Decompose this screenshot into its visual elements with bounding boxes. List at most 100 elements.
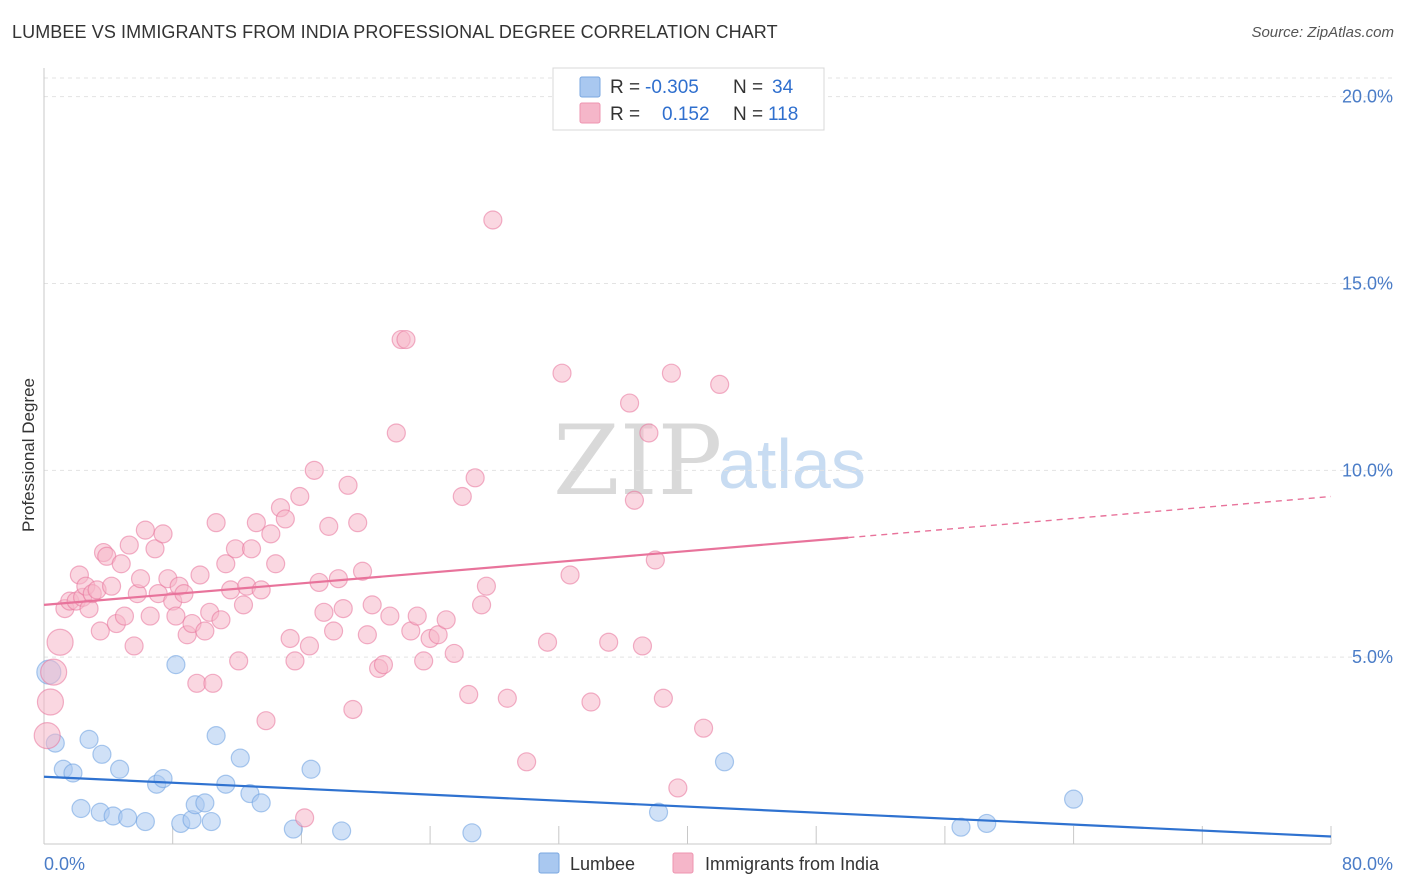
bottom-legend-swatch-india <box>672 852 694 874</box>
data-point <box>195 621 215 641</box>
data-point <box>648 802 669 822</box>
trend-line-india <box>43 536 849 606</box>
series-lumbee-points <box>36 655 1084 843</box>
data-point <box>304 460 324 480</box>
y-tick-label: 20.0% <box>1342 87 1393 107</box>
data-point <box>225 539 246 559</box>
data-point <box>632 636 653 656</box>
bottom-legend-label-india: Immigrants from India <box>705 854 880 874</box>
axes <box>43 68 1332 845</box>
watermark: ZIP atlas <box>553 405 866 517</box>
data-point <box>153 769 173 789</box>
legend-r-label-2: R = <box>610 104 640 125</box>
data-point <box>201 811 221 832</box>
data-point <box>285 651 305 671</box>
y-tick-labels: 5.0% 10.0% 15.0% 20.0% <box>1342 87 1393 667</box>
data-point <box>166 655 186 675</box>
bottom-legend-label-lumbee: Lumbee <box>570 854 635 874</box>
data-point <box>352 561 373 581</box>
legend-swatch-india <box>579 102 601 124</box>
legend-r-value-1: -0.305 <box>645 77 699 98</box>
gridlines <box>44 77 1392 658</box>
data-point <box>459 684 479 705</box>
data-point <box>46 628 74 656</box>
data-point <box>710 374 730 394</box>
data-point <box>33 722 61 750</box>
data-point <box>428 625 448 645</box>
data-point <box>462 823 482 843</box>
bottom-legend-swatch-lumbee <box>538 852 560 874</box>
data-point <box>299 636 320 656</box>
data-point <box>130 569 151 589</box>
data-point <box>206 726 226 746</box>
data-point <box>465 468 485 488</box>
data-point <box>581 692 601 712</box>
data-point <box>497 688 517 708</box>
data-point <box>624 490 645 510</box>
data-point <box>380 606 400 626</box>
data-point <box>135 520 155 540</box>
data-point <box>295 808 315 828</box>
legend-n-label-2: N = <box>733 104 763 125</box>
data-point <box>348 513 368 533</box>
data-point <box>40 658 68 686</box>
y-tick-label: 5.0% <box>1352 647 1393 667</box>
legend-r-label-1: R = <box>610 77 640 98</box>
data-point <box>362 595 382 615</box>
data-point <box>1063 789 1084 809</box>
data-point <box>560 565 580 585</box>
data-point <box>92 744 112 764</box>
y-axis-label: Professional Degree <box>19 378 38 532</box>
data-point <box>386 423 406 443</box>
data-point <box>229 651 249 671</box>
data-point <box>135 811 155 832</box>
data-point <box>537 632 558 652</box>
data-point <box>111 554 131 574</box>
data-point <box>266 554 286 574</box>
data-point <box>241 539 262 559</box>
data-point <box>338 475 358 495</box>
trend-line-lumbee <box>43 775 1332 838</box>
data-point <box>373 655 394 675</box>
data-point <box>36 688 65 716</box>
data-point <box>251 580 271 600</box>
data-point <box>396 329 416 350</box>
data-point <box>693 718 714 738</box>
watermark-atlas: atlas <box>718 425 866 503</box>
data-point <box>517 752 537 772</box>
data-point <box>436 610 456 630</box>
data-point <box>343 699 363 720</box>
data-point <box>153 524 173 544</box>
legend-n-label-1: N = <box>733 77 763 98</box>
data-point <box>101 576 122 596</box>
series-layer <box>33 210 1084 843</box>
data-point <box>145 539 165 559</box>
legend-r-value-2: 0.152 <box>662 104 710 125</box>
data-point <box>639 423 659 443</box>
data-point <box>619 393 640 413</box>
x-tick-label-max: 80.0% <box>1342 854 1393 874</box>
legend-swatch-lumbee <box>579 76 601 98</box>
data-point <box>444 643 464 664</box>
data-point <box>977 813 997 834</box>
data-point <box>114 606 135 626</box>
data-point <box>645 550 665 570</box>
data-point <box>301 759 321 779</box>
data-point <box>110 759 130 779</box>
data-point <box>476 576 497 596</box>
data-point <box>333 598 353 619</box>
data-point <box>483 210 503 230</box>
legend-n-value-2: 118 <box>768 104 798 125</box>
data-point <box>166 606 186 626</box>
data-point <box>661 363 682 383</box>
data-point <box>407 606 427 626</box>
data-point <box>119 535 139 555</box>
data-point <box>118 808 138 828</box>
chart-title: LUMBEE VS IMMIGRANTS FROM INDIA PROFESSI… <box>12 22 778 42</box>
data-point <box>471 595 492 615</box>
data-point <box>280 628 300 649</box>
data-point <box>230 748 250 768</box>
source-credit: Source: ZipAtlas.com <box>1251 24 1394 41</box>
data-point <box>190 565 210 585</box>
